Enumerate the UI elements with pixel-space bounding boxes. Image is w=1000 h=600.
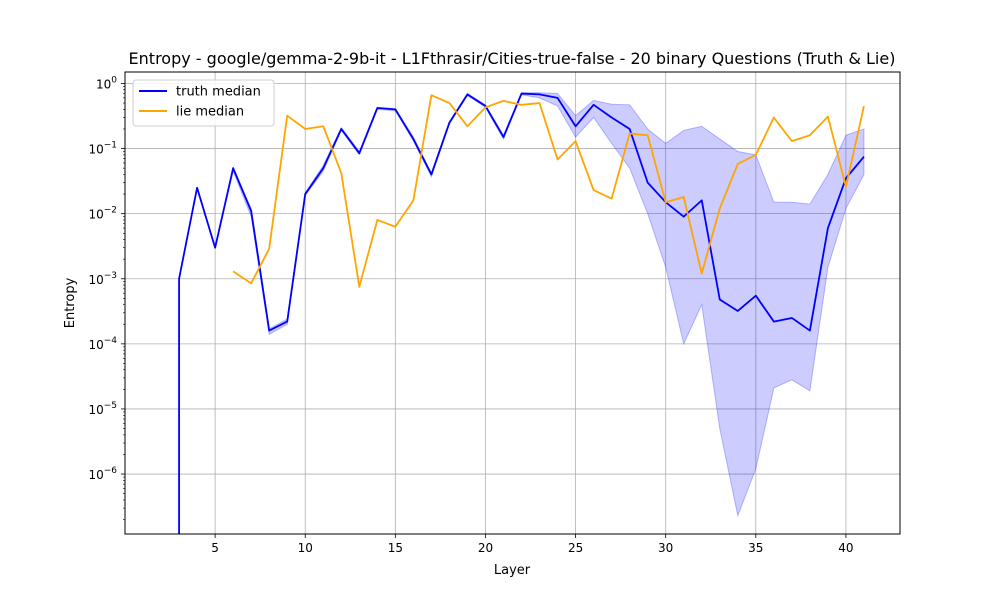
- y-tick-label: 10−5: [88, 401, 117, 417]
- y-tick-label: 10−4: [88, 336, 117, 352]
- y-axis-label: Entropy: [63, 277, 78, 328]
- chart-title: Entropy - google/gemma-2-9b-it - L1Fthra…: [129, 49, 896, 68]
- x-tick-label: 20: [478, 541, 493, 555]
- lie-median-line: [232, 94, 865, 288]
- x-tick-label: 35: [748, 541, 763, 555]
- legend: truth median lie median: [132, 79, 275, 127]
- x-tick-label: 5: [211, 541, 219, 555]
- y-tick-label: 10−6: [88, 466, 117, 482]
- y-axis: 10−6 10−5 10−4 10−3 10−2 10−1 100: [88, 75, 125, 520]
- y-tick-label: 10−2: [88, 206, 117, 222]
- legend-label: lie median: [176, 105, 244, 120]
- x-tick-label: 40: [838, 541, 853, 555]
- x-axis: 5 10 15 20 25 30 35 40: [211, 534, 854, 555]
- x-tick-label: 25: [568, 541, 583, 555]
- series-lines: [178, 92, 865, 534]
- x-tick-label: 30: [658, 541, 673, 555]
- truth-band: [178, 92, 865, 518]
- y-tick-label: 100: [96, 75, 117, 91]
- truth-band-area: [178, 92, 865, 518]
- plot-frame: [124, 71, 901, 535]
- legend-label: truth median: [176, 85, 261, 100]
- y-tick-label: 10−3: [88, 271, 117, 287]
- x-tick-label: 15: [388, 541, 403, 555]
- truth-median-line: [178, 92, 865, 534]
- x-axis-label: Layer: [494, 563, 531, 578]
- legend-box: [132, 79, 275, 127]
- y-tick-label: 10−1: [88, 141, 117, 157]
- x-tick-label: 10: [298, 541, 313, 555]
